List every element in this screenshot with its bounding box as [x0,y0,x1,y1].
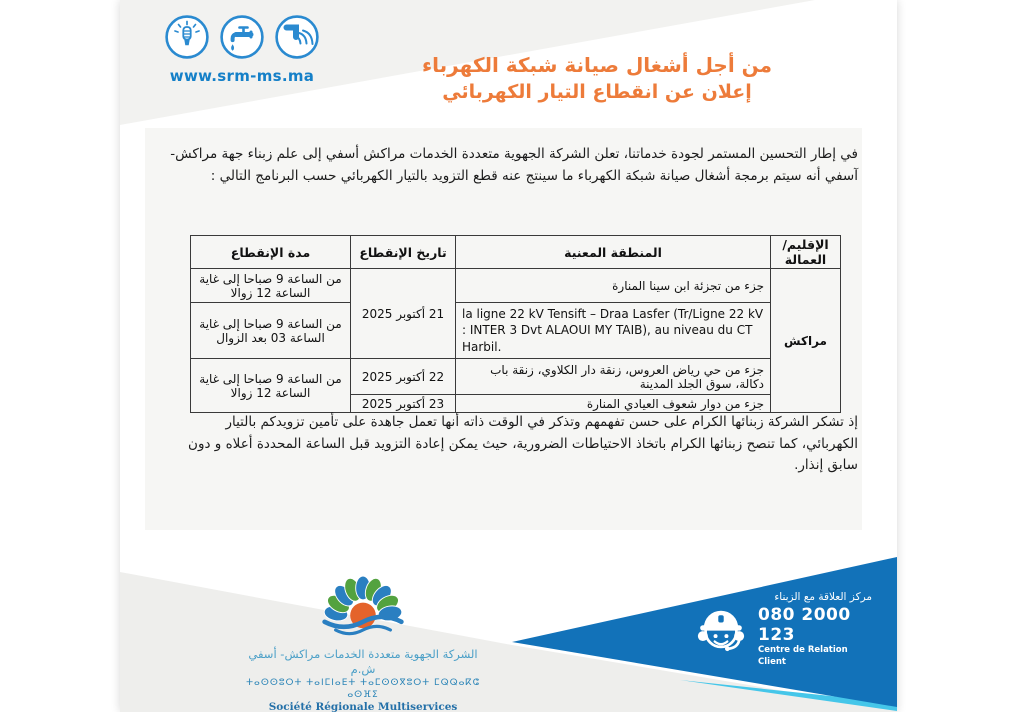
srm-flower-logo-icon [299,575,427,646]
table-row: la ligne 22 kV Tensift – Draa Lasfer (Tr… [190,302,841,359]
title-line-2: إعلان عن انقطاع التيار الكهربائي [442,81,752,103]
title-line-1: من أجل أشغال صيانة شبكة الكهرباء [421,53,773,77]
call-center-agent-icon [692,598,750,660]
table-row: جزء من حي رياض العروس، زنقة دار الكلاوي،… [190,358,841,413]
header-date: تاريخ الإنقطاع [350,235,456,269]
announcement-title: من أجل أشغال صيانة شبكة الكهرباء إعلان ع… [387,50,807,106]
cell-duration-r1: من الساعة 9 صباحا إلى غاية الساعة 12 زوا… [190,268,351,303]
header-area: المنطقة المعنية [455,235,771,269]
cell-duration-r2: من الساعة 9 صباحا إلى غاية الساعة 03 بعد… [190,302,351,359]
header-duration: مدة الإنقطاع [190,235,351,269]
utility-icons-row [156,14,328,64]
outage-schedule-table: الإقليم/العمالة المنطقة المعنية تاريخ ال… [190,235,841,413]
table-row: مراكش جزء من تجزئة ابن سينا المنارة 21 أ… [190,268,841,413]
header-province: الإقليم/العمالة [770,235,841,269]
cell-date-r1-r2: 21 أكتوبر 2025 [350,268,456,359]
cell-duration-r3-r4: من الساعة 9 صباحا إلى غاية الساعة 12 زوا… [190,358,351,413]
company-name-arabic: الشركة الجهوية متعددة الخدمات مراكش- أسف… [248,647,478,676]
company-name-french: Société Régionale Multiservices Marrakec… [268,701,458,712]
cell-area-r1: جزء من تجزئة ابن سينا المنارة [455,268,771,303]
scanned-announcement-page: www.srm-ms.ma من أجل أشغال صيانة شبكة ال… [120,0,897,712]
contact-text: مركز العلاقة مع الزبناء 080 2000 123 Cen… [758,590,872,668]
company-logo-block: الشركة الجهوية متعددة الخدمات مراكش- أسف… [238,575,488,712]
table-row: جزء من دوار شعوف العيادي المنارة 23 أكتو… [191,394,841,413]
cell-province: مراكش [770,268,841,413]
sanitation-icon [274,14,320,64]
cell-area-r4: جزء من دوار شعوف العيادي المنارة [455,394,771,413]
water-icon [219,14,265,64]
website-url: www.srm-ms.ma [169,67,315,85]
contact-label-french: Centre de Relation Client [758,645,848,667]
customer-relation-block: مركز العلاقة مع الزبناء 080 2000 123 Cen… [692,590,872,668]
cell-area-r2: la ligne 22 kV Tensift – Draa Lasfer (Tr… [455,302,771,359]
contact-phone-number: 080 2000 123 [758,604,851,646]
company-name-tifinagh: ⵜⴰⵙⵙⵓⵔⵜ ⵜⴰⵏⵎⵏⴰⴹⵜ ⵜⴰⵎⵙⵙⴳⵓⵔⵜ ⵎⵕⵕⴰⴽⵛ ⴰⵙⴼⵉ [246,677,480,701]
table-header-row: الإقليم/العمالة المنطقة المعنية تاريخ ال… [190,235,841,269]
closing-paragraph: إذ تشكر الشركة زبنائها الكرام على حسن تف… [188,414,858,474]
brand-block: www.srm-ms.ma [156,14,328,85]
intro-paragraph: في إطار التحسين المستمر لجودة خدماتنا، ت… [170,146,858,184]
cell-area-r3: جزء من حي رياض العروس، زنقة دار الكلاوي،… [455,358,771,395]
electricity-icon [164,14,210,64]
contact-label-arabic: مركز العلاقة مع الزبناء [774,591,872,603]
cell-date-r4: 23 أكتوبر 2025 [350,394,456,413]
cell-date-r3: 22 أكتوبر 2025 [350,358,456,395]
